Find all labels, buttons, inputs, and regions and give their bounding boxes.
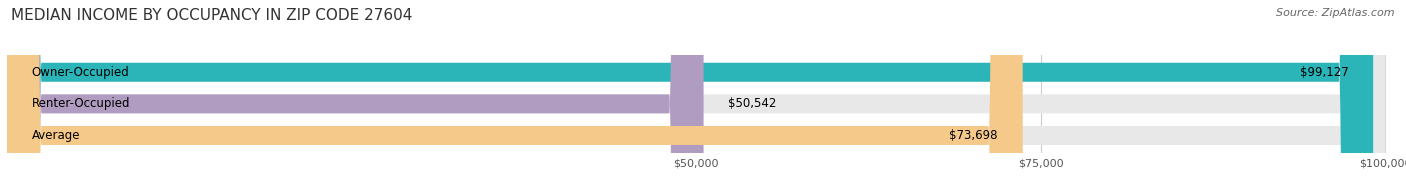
FancyBboxPatch shape [7,0,1022,196]
Text: Renter-Occupied: Renter-Occupied [32,97,131,110]
Text: $50,542: $50,542 [728,97,776,110]
FancyBboxPatch shape [7,0,1385,196]
FancyBboxPatch shape [7,0,703,196]
FancyBboxPatch shape [7,0,1385,196]
Text: $73,698: $73,698 [949,129,998,142]
Text: Average: Average [32,129,80,142]
Text: MEDIAN INCOME BY OCCUPANCY IN ZIP CODE 27604: MEDIAN INCOME BY OCCUPANCY IN ZIP CODE 2… [11,8,412,23]
FancyBboxPatch shape [7,0,1385,196]
Text: Source: ZipAtlas.com: Source: ZipAtlas.com [1277,8,1395,18]
FancyBboxPatch shape [7,0,1374,196]
Text: $99,127: $99,127 [1299,66,1348,79]
Text: Owner-Occupied: Owner-Occupied [32,66,129,79]
